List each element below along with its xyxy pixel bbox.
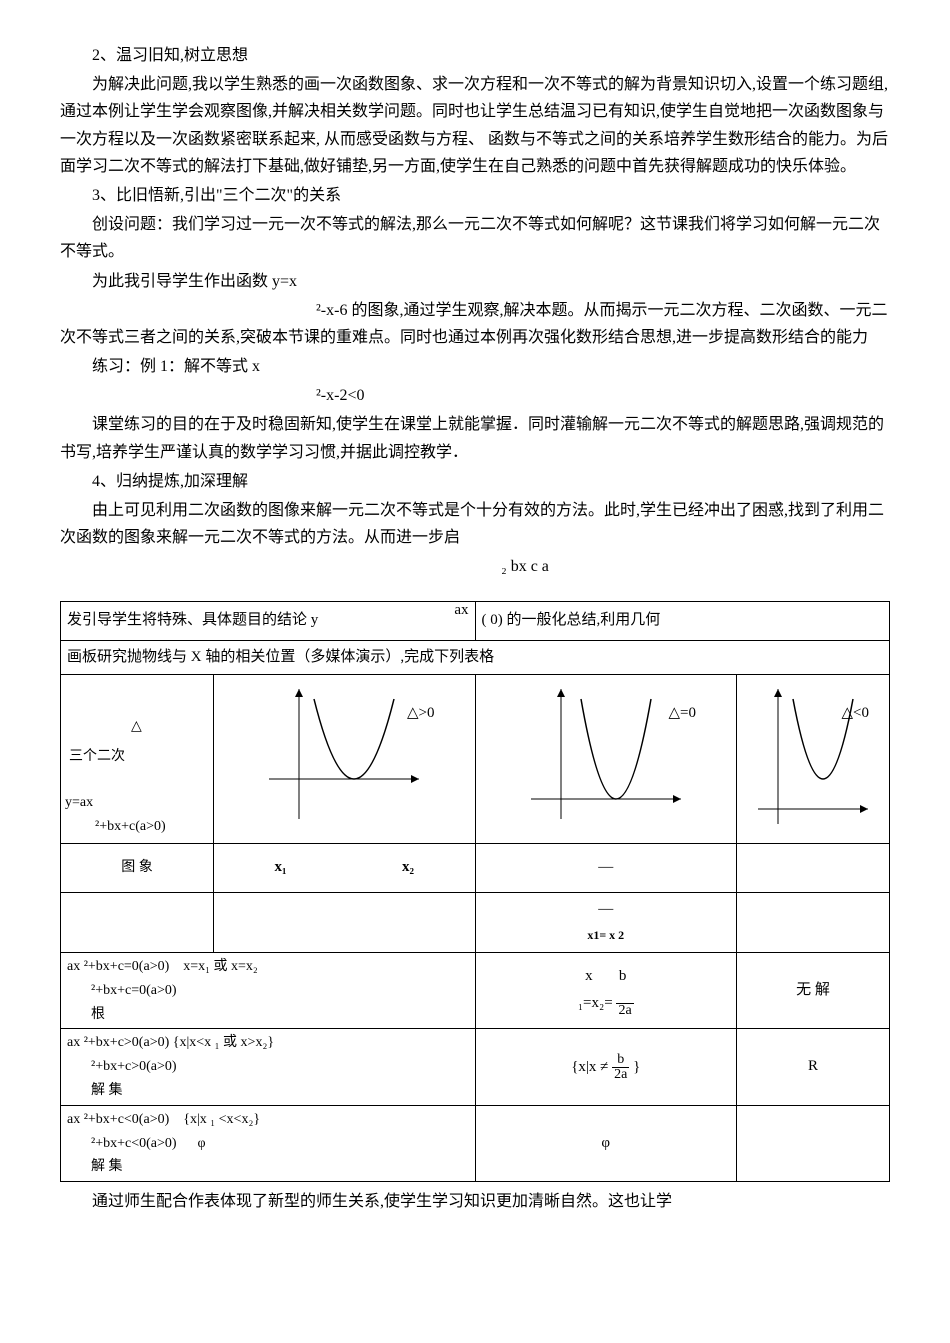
dash-2: — — [598, 901, 613, 917]
lt-col2b: φ — [198, 1136, 206, 1151]
eq-col2-pre: x — [585, 968, 593, 984]
header-right: ( 0) 的一般化总结,利用几何 — [475, 601, 890, 640]
diagram-delta-eq: △=0 — [475, 675, 737, 844]
section-3-formula2: ²-x-2<0 — [60, 382, 890, 409]
delta-eq-label: △=0 — [669, 701, 697, 727]
section-3-p5: 课堂练习的目的在于及时稳固新知,使学生在课堂上就能掌握．同时灌输解一元二次不等式… — [60, 411, 890, 465]
header-left: 发引导学生将特殊、具体题目的结论 y ax — [61, 601, 476, 640]
empty-cell-2 — [214, 893, 476, 953]
lt-col2: φ — [475, 1105, 737, 1181]
parabola-one-root-icon — [521, 679, 691, 829]
yax-sub: ²+bx+c(a>0) — [65, 819, 166, 834]
section-3-formula1: ²-x-6 的图象,通过学生观察,解决本题。从而揭示一元二次方程、二次函数、一元… — [60, 297, 890, 351]
x1eqx2: x1= x 2 — [587, 928, 624, 942]
dash-cell-1: — — [475, 844, 737, 893]
frac-1: 2a — [616, 989, 633, 1018]
diagram-delta-gt: △>0 — [214, 675, 476, 844]
parabola-two-roots-icon — [259, 679, 429, 829]
section-4-title: 4、归纳提炼,加深理解 — [60, 468, 890, 495]
x1eqx2-cell: — x1= x 2 — [475, 893, 737, 953]
fragment-line: ₂ bx c a — [60, 553, 890, 580]
footer-line: 通过师生配合作表体现了新型的师生关系,使学生学习知识更加清晰自然。这也让学 — [60, 1188, 890, 1215]
eq-col2-frac: ₁=x₂= — [578, 995, 617, 1011]
section-4-p1: 由上可见利用二次函数的图像来解一元二次不等式是个十分有效的方法。此时,学生已经冲… — [60, 497, 890, 551]
diagram-delta-lt: △<0 — [737, 675, 890, 844]
eq-root-row: ax ²+bx+c=0(a>0) x=x₁ 或 x=x₂ ²+bx+c=0(a>… — [61, 953, 476, 1029]
p2-prefix: 发引导学生将特殊、具体题目的结论 y — [67, 612, 318, 628]
delta-gt-label: △>0 — [407, 701, 435, 727]
yax-label: y=ax — [65, 795, 93, 810]
empty-cell-3 — [737, 893, 890, 953]
lt-col3 — [737, 1105, 890, 1181]
frac-2: b 2a — [612, 1053, 629, 1082]
gt-col1: {x|x<x ₁ 或 x>x₂} — [173, 1035, 274, 1050]
gt-lhs1: ax ²+bx+c>0(a>0) — [67, 1035, 169, 1050]
section-3-p4: 练习：例 1：解不等式 x — [60, 353, 890, 380]
eq-col2-b: b — [619, 968, 627, 984]
frac-den-1: 2a — [616, 1004, 633, 1018]
section-2-title: 2、温习旧知,树立思想 — [60, 42, 890, 69]
section-3-p1: 创设问题：我们学习过一元一次不等式的解法,那么一元二次不等式如何解呢？这节课我们… — [60, 211, 890, 265]
gt-col3: R — [737, 1029, 890, 1105]
lt-col1: {x|x ₁ <x<x₂} — [183, 1112, 260, 1127]
gt-lhs2: ²+bx+c>0(a>0) — [67, 1059, 177, 1074]
lt-lhs2: ²+bx+c<0(a>0) — [67, 1136, 177, 1151]
x2-label: x₂ — [388, 855, 428, 881]
main-table: 发引导学生将特殊、具体题目的结论 y ax ( 0) 的一般化总结,利用几何 画… — [60, 601, 890, 1183]
graph-label: 图 象 — [61, 844, 214, 893]
gt-col2-pre: {x|x ≠ — [571, 1059, 612, 1075]
dash-1: — — [598, 859, 613, 875]
formula-text: ²-x-6 的图象,通过学生观察,解决本题。从而揭示一元二次方程、二次函数、一元… — [60, 302, 887, 346]
gt-col2-suf: } — [633, 1059, 640, 1075]
root-label: 根 — [67, 1007, 105, 1022]
section-3-title: 3、比旧悟新,引出"三个二次"的关系 — [60, 182, 890, 209]
p2-suffix: ( 0) 的一般化总结,利用几何 — [482, 612, 661, 628]
empty-cell-1 — [737, 844, 890, 893]
sanger-label: 三个二次 — [69, 745, 125, 769]
lt-row: ax ²+bx+c<0(a>0) {x|x ₁ <x<x₂} ²+bx+c<0(… — [61, 1105, 476, 1181]
frac-bot-2: 2a — [612, 1068, 629, 1082]
frac-top-2: b — [612, 1053, 629, 1068]
gt-col2: {x|x ≠ b 2a } — [475, 1029, 737, 1105]
x1-x2-cell: x₁ x₂ — [214, 844, 476, 893]
section-2-body: 为解决此问题,我以学生熟悉的画一次函数图象、求一次方程和一次不等式的解为背景知识… — [60, 71, 890, 180]
eq-lhs1: ax ²+bx+c=0(a>0) — [67, 959, 169, 974]
gt-row: ax ²+bx+c>0(a>0) {x|x<x ₁ 或 x>x₂} ²+bx+c… — [61, 1029, 476, 1105]
eq-col3: 无 解 — [737, 953, 890, 1029]
lt-lhs1: ax ²+bx+c<0(a>0) — [67, 1112, 169, 1127]
lt-set-label: 解 集 — [67, 1159, 123, 1174]
x1-label: x₁ — [261, 855, 301, 881]
section-3-p2: 为此我引导学生作出函数 y=x — [60, 268, 890, 295]
gt-set-label: 解 集 — [67, 1083, 123, 1098]
eq-lhs2: ²+bx+c=0(a>0) — [67, 983, 177, 998]
delta-lt-label: △<0 — [842, 701, 870, 727]
eq-col1: x=x₁ 或 x=x₂ — [183, 959, 258, 974]
geometry-line: 画板研究抛物线与 X 轴的相关位置（多媒体演示）,完成下列表格 — [61, 640, 890, 675]
empty-label — [61, 893, 214, 953]
label-sanger-cell: △ 三个二次 y=ax ²+bx+c(a>0) — [61, 675, 214, 844]
eq-col2: x b ₁=x₂= 2a — [475, 953, 737, 1029]
delta-symbol: △ — [131, 715, 142, 739]
p2-mid: ax — [454, 598, 468, 624]
